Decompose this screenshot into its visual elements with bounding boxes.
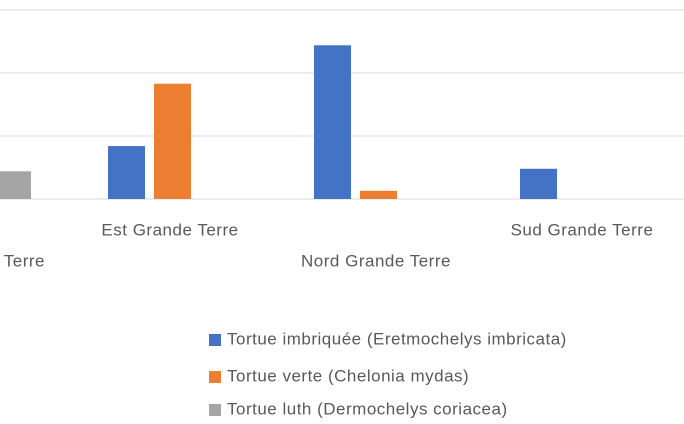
legend-swatch: [209, 371, 221, 383]
x-tick-label: Terre: [4, 251, 45, 270]
x-tick-label: Sud Grande Terre: [511, 220, 654, 239]
legend-swatch: [209, 404, 221, 416]
bar: [520, 168, 557, 199]
bar: [0, 171, 31, 199]
legend-label: Tortue luth (Dermochelys coriacea): [227, 399, 508, 418]
x-tick-label: Nord Grande Terre: [301, 251, 451, 270]
legend-swatch: [209, 334, 221, 346]
bar: [108, 146, 145, 199]
x-tick-label: Est Grande Terre: [101, 220, 238, 239]
legend-label: Tortue imbriquée (Eretmochelys imbricata…: [227, 329, 567, 348]
bar: [154, 83, 191, 199]
bar: [360, 190, 397, 199]
bar: [314, 45, 351, 199]
legend-label: Tortue verte (Chelonia mydas): [227, 366, 469, 385]
